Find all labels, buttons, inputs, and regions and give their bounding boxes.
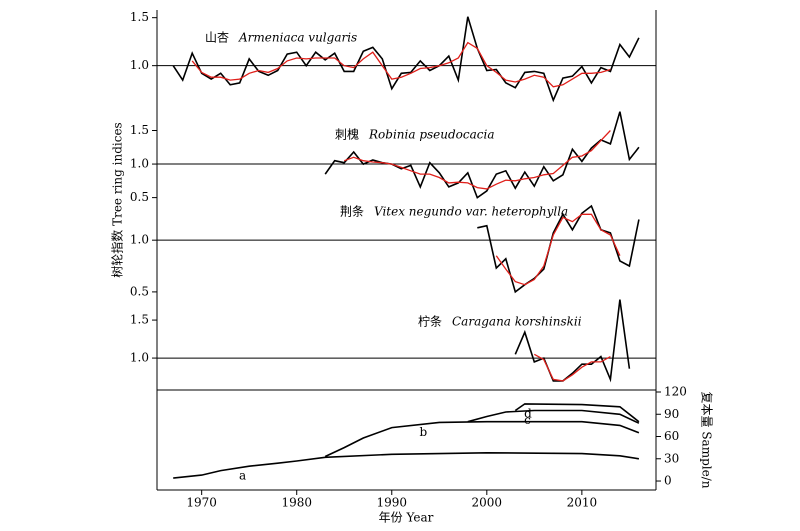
y-tick-label: 1.0 [130,157,149,171]
series-line [533,353,611,382]
series-label: a [239,469,246,483]
x-axis-label: 年份 Year [379,511,434,525]
y-tick-label: 1.5 [130,313,149,327]
series-line [343,130,611,190]
x-tick-label: 1990 [376,496,407,510]
y-tick-label: 1.5 [130,10,149,24]
species-name: 刺槐 [335,127,359,142]
y-tick-label: 1.5 [130,123,149,137]
y2-tick-label: 30 [664,451,679,465]
species-name: 荆条 [340,205,364,219]
species-latin: Armeniaca vulgaris [238,31,357,45]
series-line [467,409,640,424]
y-tick-label: 1.0 [130,58,149,72]
series-line [495,213,621,286]
x-tick-label: 2010 [567,496,598,510]
y-axis-label: 树轮指数 Tree ring indices [110,122,125,277]
x-tick-label: 1970 [186,496,217,510]
y2-tick-label: 60 [664,429,679,443]
y-tick-label: 1.0 [130,233,149,247]
y-tick-label: 1.0 [130,351,149,365]
series-label: d [524,406,532,420]
species-latin: Vitex negundo var. heterophylla [374,205,568,219]
species-name: 山杏 [205,31,229,45]
series-line [191,41,611,88]
series-line [514,403,640,423]
series-line [514,299,631,383]
y2-tick-label: 120 [664,385,687,399]
y2-tick-label: 90 [664,407,679,421]
series-line [324,420,640,458]
species-latin: Robinia pseudocacia [368,128,494,142]
series-label: b [420,425,428,439]
x-tick-label: 2000 [472,496,503,510]
species-latin: Caragana korshinskii [452,315,582,329]
series-line [324,111,640,199]
y-tick-label: 0.5 [130,190,149,204]
series-label: c [524,413,531,427]
series-line [172,16,640,103]
species-name: 柠条 [418,314,442,329]
series-line [477,204,640,294]
y2-tick-label: 0 [664,474,672,488]
y-tick-label: 0.5 [130,284,149,298]
y2-axis-label: 复本量 Sample/n [700,392,714,489]
x-tick-label: 1980 [281,496,312,510]
series-line [173,451,640,479]
